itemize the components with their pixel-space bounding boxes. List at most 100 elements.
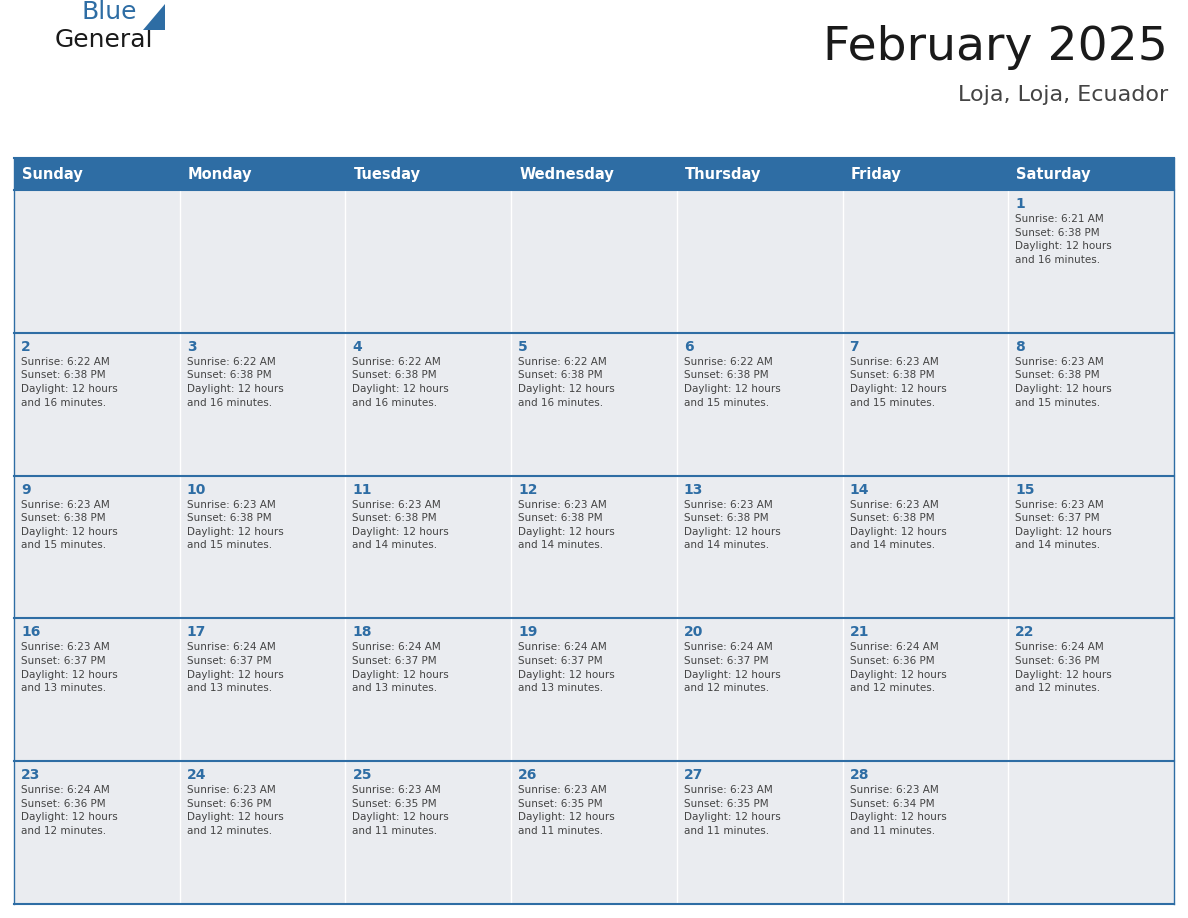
Text: 28: 28 — [849, 768, 870, 782]
Text: 23: 23 — [21, 768, 40, 782]
Text: Sunrise: 6:22 AM
Sunset: 6:38 PM
Daylight: 12 hours
and 16 minutes.: Sunrise: 6:22 AM Sunset: 6:38 PM Dayligh… — [187, 357, 284, 408]
Text: 26: 26 — [518, 768, 537, 782]
Text: 3: 3 — [187, 340, 196, 353]
Text: Sunrise: 6:23 AM
Sunset: 6:38 PM
Daylight: 12 hours
and 14 minutes.: Sunrise: 6:23 AM Sunset: 6:38 PM Dayligh… — [353, 499, 449, 551]
Bar — [346, 190, 511, 333]
Text: 27: 27 — [684, 768, 703, 782]
Bar — [511, 619, 677, 761]
Text: Saturday: Saturday — [1016, 166, 1091, 182]
Text: Sunrise: 6:24 AM
Sunset: 6:36 PM
Daylight: 12 hours
and 12 minutes.: Sunrise: 6:24 AM Sunset: 6:36 PM Dayligh… — [21, 785, 118, 836]
Text: Sunrise: 6:23 AM
Sunset: 6:38 PM
Daylight: 12 hours
and 15 minutes.: Sunrise: 6:23 AM Sunset: 6:38 PM Dayligh… — [187, 499, 284, 551]
Bar — [842, 476, 1009, 619]
Bar — [179, 333, 346, 476]
Text: Sunrise: 6:24 AM
Sunset: 6:37 PM
Daylight: 12 hours
and 12 minutes.: Sunrise: 6:24 AM Sunset: 6:37 PM Dayligh… — [684, 643, 781, 693]
Text: 22: 22 — [1016, 625, 1035, 640]
Text: Sunday: Sunday — [23, 166, 83, 182]
Text: Tuesday: Tuesday — [353, 166, 421, 182]
Text: Friday: Friday — [851, 166, 902, 182]
Text: 4: 4 — [353, 340, 362, 353]
Text: Loja, Loja, Ecuador: Loja, Loja, Ecuador — [958, 85, 1168, 105]
Bar — [511, 158, 677, 190]
Bar — [511, 190, 677, 333]
Text: Sunrise: 6:23 AM
Sunset: 6:37 PM
Daylight: 12 hours
and 14 minutes.: Sunrise: 6:23 AM Sunset: 6:37 PM Dayligh… — [1016, 499, 1112, 551]
Bar — [179, 761, 346, 904]
Bar — [1009, 333, 1174, 476]
Text: 12: 12 — [518, 483, 538, 497]
Bar — [511, 333, 677, 476]
Bar — [14, 761, 179, 904]
Bar — [346, 476, 511, 619]
Text: Sunrise: 6:23 AM
Sunset: 6:38 PM
Daylight: 12 hours
and 15 minutes.: Sunrise: 6:23 AM Sunset: 6:38 PM Dayligh… — [21, 499, 118, 551]
Text: 11: 11 — [353, 483, 372, 497]
Text: Sunrise: 6:23 AM
Sunset: 6:36 PM
Daylight: 12 hours
and 12 minutes.: Sunrise: 6:23 AM Sunset: 6:36 PM Dayligh… — [187, 785, 284, 836]
Bar — [1009, 476, 1174, 619]
Bar — [677, 190, 842, 333]
Text: 14: 14 — [849, 483, 870, 497]
Text: Sunrise: 6:23 AM
Sunset: 6:38 PM
Daylight: 12 hours
and 15 minutes.: Sunrise: 6:23 AM Sunset: 6:38 PM Dayligh… — [849, 357, 947, 408]
Text: Blue: Blue — [81, 0, 137, 24]
Bar — [14, 476, 179, 619]
Text: Thursday: Thursday — [684, 166, 762, 182]
Text: 10: 10 — [187, 483, 206, 497]
Text: 8: 8 — [1016, 340, 1025, 353]
Bar — [1009, 158, 1174, 190]
Text: Sunrise: 6:24 AM
Sunset: 6:37 PM
Daylight: 12 hours
and 13 minutes.: Sunrise: 6:24 AM Sunset: 6:37 PM Dayligh… — [518, 643, 615, 693]
Text: Sunrise: 6:23 AM
Sunset: 6:38 PM
Daylight: 12 hours
and 14 minutes.: Sunrise: 6:23 AM Sunset: 6:38 PM Dayligh… — [518, 499, 615, 551]
Bar — [677, 476, 842, 619]
Bar — [179, 158, 346, 190]
Text: Wednesday: Wednesday — [519, 166, 614, 182]
Text: Sunrise: 6:23 AM
Sunset: 6:38 PM
Daylight: 12 hours
and 14 minutes.: Sunrise: 6:23 AM Sunset: 6:38 PM Dayligh… — [849, 499, 947, 551]
Bar — [842, 761, 1009, 904]
Bar — [677, 333, 842, 476]
Bar — [179, 476, 346, 619]
Bar — [346, 619, 511, 761]
Text: 19: 19 — [518, 625, 537, 640]
Text: Sunrise: 6:23 AM
Sunset: 6:38 PM
Daylight: 12 hours
and 14 minutes.: Sunrise: 6:23 AM Sunset: 6:38 PM Dayligh… — [684, 499, 781, 551]
Text: Sunrise: 6:24 AM
Sunset: 6:36 PM
Daylight: 12 hours
and 12 minutes.: Sunrise: 6:24 AM Sunset: 6:36 PM Dayligh… — [1016, 643, 1112, 693]
Bar — [14, 190, 179, 333]
Text: Sunrise: 6:23 AM
Sunset: 6:35 PM
Daylight: 12 hours
and 11 minutes.: Sunrise: 6:23 AM Sunset: 6:35 PM Dayligh… — [684, 785, 781, 836]
Text: Sunrise: 6:23 AM
Sunset: 6:34 PM
Daylight: 12 hours
and 11 minutes.: Sunrise: 6:23 AM Sunset: 6:34 PM Dayligh… — [849, 785, 947, 836]
Text: Sunrise: 6:24 AM
Sunset: 6:36 PM
Daylight: 12 hours
and 12 minutes.: Sunrise: 6:24 AM Sunset: 6:36 PM Dayligh… — [849, 643, 947, 693]
Text: 15: 15 — [1016, 483, 1035, 497]
Bar — [1009, 761, 1174, 904]
Bar — [179, 190, 346, 333]
Bar — [346, 158, 511, 190]
Bar — [511, 476, 677, 619]
Text: 2: 2 — [21, 340, 31, 353]
Bar — [842, 619, 1009, 761]
Bar — [346, 333, 511, 476]
Bar — [677, 761, 842, 904]
Text: 6: 6 — [684, 340, 694, 353]
Text: 18: 18 — [353, 625, 372, 640]
Bar — [14, 333, 179, 476]
Text: 9: 9 — [21, 483, 31, 497]
Text: 20: 20 — [684, 625, 703, 640]
Text: Sunrise: 6:23 AM
Sunset: 6:37 PM
Daylight: 12 hours
and 13 minutes.: Sunrise: 6:23 AM Sunset: 6:37 PM Dayligh… — [21, 643, 118, 693]
Text: Sunrise: 6:22 AM
Sunset: 6:38 PM
Daylight: 12 hours
and 16 minutes.: Sunrise: 6:22 AM Sunset: 6:38 PM Dayligh… — [353, 357, 449, 408]
Bar — [842, 333, 1009, 476]
Text: Sunrise: 6:23 AM
Sunset: 6:35 PM
Daylight: 12 hours
and 11 minutes.: Sunrise: 6:23 AM Sunset: 6:35 PM Dayligh… — [518, 785, 615, 836]
Bar — [842, 190, 1009, 333]
Text: 21: 21 — [849, 625, 870, 640]
Text: Sunrise: 6:24 AM
Sunset: 6:37 PM
Daylight: 12 hours
and 13 minutes.: Sunrise: 6:24 AM Sunset: 6:37 PM Dayligh… — [187, 643, 284, 693]
Text: 25: 25 — [353, 768, 372, 782]
Bar — [511, 761, 677, 904]
Text: Monday: Monday — [188, 166, 252, 182]
Text: Sunrise: 6:21 AM
Sunset: 6:38 PM
Daylight: 12 hours
and 16 minutes.: Sunrise: 6:21 AM Sunset: 6:38 PM Dayligh… — [1016, 214, 1112, 264]
Text: Sunrise: 6:22 AM
Sunset: 6:38 PM
Daylight: 12 hours
and 16 minutes.: Sunrise: 6:22 AM Sunset: 6:38 PM Dayligh… — [518, 357, 615, 408]
Bar — [1009, 619, 1174, 761]
Text: 5: 5 — [518, 340, 527, 353]
Bar — [14, 619, 179, 761]
Text: 1: 1 — [1016, 197, 1025, 211]
Polygon shape — [143, 4, 165, 30]
Text: 17: 17 — [187, 625, 206, 640]
Text: 16: 16 — [21, 625, 40, 640]
Text: 24: 24 — [187, 768, 207, 782]
Text: February 2025: February 2025 — [823, 25, 1168, 70]
Bar — [1009, 190, 1174, 333]
Bar — [842, 158, 1009, 190]
Bar — [346, 761, 511, 904]
Bar — [677, 158, 842, 190]
Text: 7: 7 — [849, 340, 859, 353]
